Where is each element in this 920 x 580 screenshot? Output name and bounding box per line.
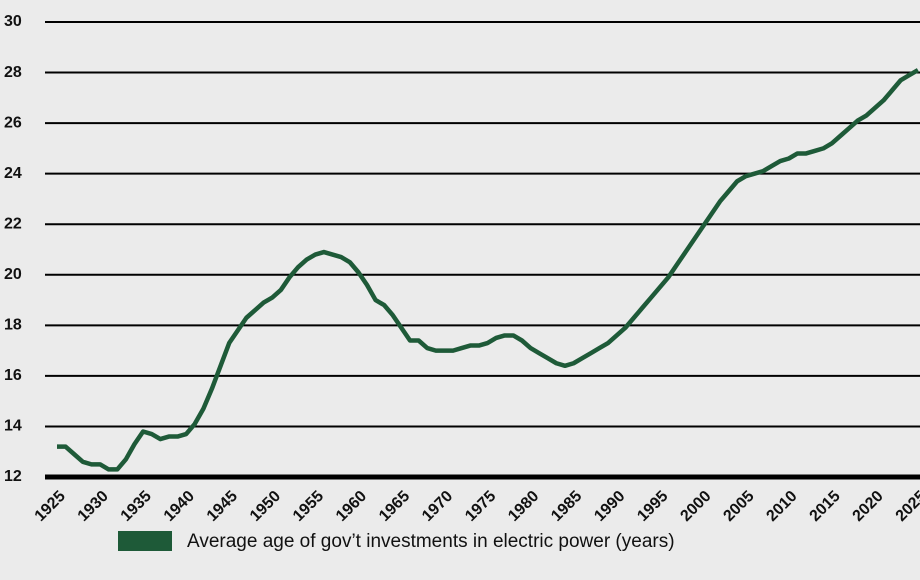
x-tick-label: 1950 bbox=[247, 488, 284, 525]
data-line bbox=[57, 68, 920, 472]
x-tick-label: 2015 bbox=[807, 488, 844, 525]
x-tick-label: 1985 bbox=[548, 488, 585, 525]
x-tick-label: 1960 bbox=[333, 488, 370, 525]
x-tick-label: 1990 bbox=[591, 488, 628, 525]
x-tick-label: 1995 bbox=[634, 488, 671, 525]
y-tick-label: 28 bbox=[4, 64, 22, 81]
x-tick-label: 2005 bbox=[720, 488, 757, 525]
x-tick-label: 1965 bbox=[376, 488, 413, 525]
y-tick-label: 16 bbox=[4, 367, 22, 384]
x-tick-label: 1975 bbox=[462, 488, 499, 525]
x-tick-label: 2000 bbox=[677, 488, 714, 525]
y-tick-label: 20 bbox=[4, 266, 22, 283]
x-tick-label: 1955 bbox=[290, 488, 327, 525]
y-tick-label: 26 bbox=[4, 114, 22, 131]
y-tick-label: 18 bbox=[4, 317, 22, 334]
x-tick-label: 1980 bbox=[505, 488, 542, 525]
x-tick-label: 1935 bbox=[118, 488, 155, 525]
x-tick-label: 1925 bbox=[32, 488, 69, 525]
x-tick-label: 2010 bbox=[763, 488, 800, 525]
y-tick-label: 30 bbox=[4, 13, 22, 30]
y-tick-label: 22 bbox=[4, 215, 22, 232]
legend-label: Average age of gov’t investments in elec… bbox=[187, 531, 675, 552]
x-tick-label: 2020 bbox=[850, 488, 887, 525]
y-tick-label: 24 bbox=[4, 165, 22, 182]
x-tick-label: 2025 bbox=[893, 488, 920, 525]
x-tick-label: 1945 bbox=[204, 488, 241, 525]
x-tick-label: 1970 bbox=[419, 488, 456, 525]
y-tick-label: 12 bbox=[4, 468, 22, 485]
legend-swatch bbox=[118, 531, 172, 551]
y-tick-label: 14 bbox=[4, 418, 22, 435]
x-tick-label: 1930 bbox=[75, 488, 112, 525]
x-tick-label: 1940 bbox=[161, 488, 198, 525]
